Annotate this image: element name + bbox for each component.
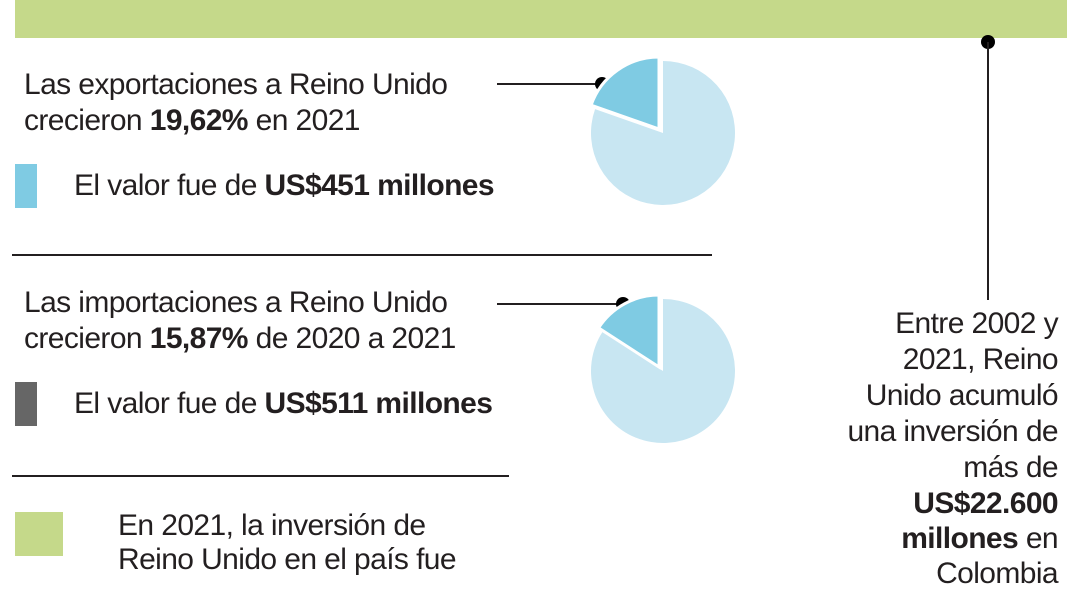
side-text-line: Entre 2002 y bbox=[895, 307, 1059, 340]
investment-line2: Reino Unido en el país fue bbox=[118, 543, 457, 576]
imports-pct: 15,87% bbox=[149, 322, 249, 355]
side-text-line: más de bbox=[963, 451, 1058, 484]
exports-line2: crecieron 19,62% en 2021 bbox=[24, 104, 360, 137]
pie-slice-highlight bbox=[596, 293, 661, 370]
investment-swatch bbox=[15, 512, 63, 556]
exports-swatch bbox=[15, 164, 37, 208]
side-text-line: Colombia bbox=[936, 557, 1059, 590]
exports-pie bbox=[589, 55, 735, 206]
side-text-line: Unido acumuló bbox=[865, 379, 1059, 412]
exports-pct: 19,62% bbox=[149, 104, 249, 137]
top-banner bbox=[15, 0, 1067, 38]
divider bbox=[12, 254, 712, 256]
imports-leader-line bbox=[497, 303, 622, 305]
exports-value: El valor fue de US$451 millones bbox=[74, 169, 495, 202]
imports-line1: Las importaciones a Reino Unido bbox=[24, 286, 448, 319]
divider bbox=[12, 475, 509, 477]
exports-leader-line bbox=[497, 83, 602, 85]
side-total-value: US$22.600 bbox=[913, 487, 1058, 520]
pie-slice-rest bbox=[591, 61, 735, 206]
side-text-line: una inversión de bbox=[847, 415, 1058, 448]
side-text-line: 2021, Reino bbox=[902, 343, 1059, 376]
side-line bbox=[987, 42, 989, 300]
pie-slice-rest bbox=[591, 299, 735, 443]
imports-value: El valor fue de US$511 millones bbox=[74, 387, 493, 420]
exports-line1: Las exportaciones a Reino Unido bbox=[24, 68, 448, 101]
pie-slice-highlight bbox=[589, 55, 661, 132]
imports-swatch bbox=[15, 382, 37, 426]
imports-pie bbox=[591, 293, 735, 443]
investment-line1: En 2021, la inversión de bbox=[118, 509, 426, 542]
imports-line2: crecieron 15,87% de 2020 a 2021 bbox=[24, 322, 456, 355]
side-text-line: millones en bbox=[901, 522, 1058, 555]
